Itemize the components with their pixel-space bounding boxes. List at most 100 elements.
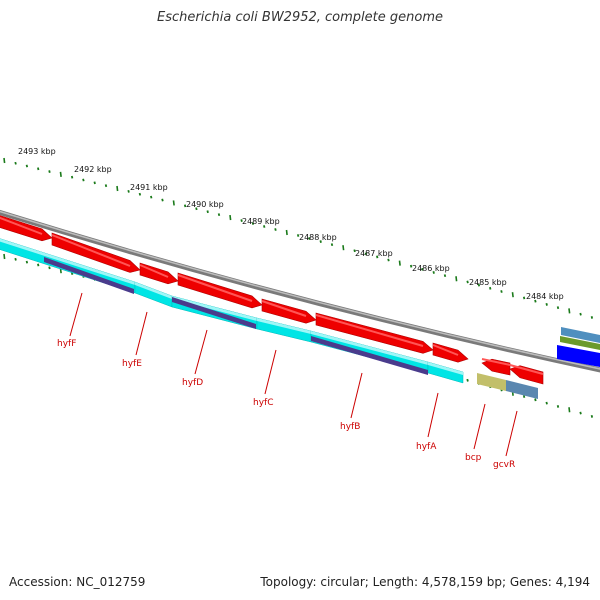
lower-tick — [3, 253, 6, 260]
lower-tick — [556, 405, 560, 408]
gene-label-gcvR: gcvR — [493, 460, 515, 470]
feature-bcp-block — [477, 373, 506, 391]
lower-tick — [534, 398, 537, 402]
cds-track — [0, 215, 544, 385]
feature-purple-bar — [44, 257, 134, 294]
upper-tick — [82, 178, 85, 182]
tick-label-2484: 2484 kbp — [526, 292, 564, 301]
accession-text: Accession: NC_012759 — [9, 575, 146, 589]
gene-label-hyfA: hyfA — [416, 442, 437, 452]
tick-label-2490: 2490 kbp — [186, 200, 224, 209]
upper-tick — [183, 204, 187, 208]
gene-label-hyfD: hyfD — [182, 378, 203, 388]
upper-tick — [150, 195, 153, 199]
lower-tick — [522, 395, 526, 398]
cds-arrow-hyfF-highlight — [51, 234, 131, 267]
upper-tick — [579, 312, 582, 316]
cds-arrow-hyfA-highlight — [432, 344, 459, 356]
lower-tick — [568, 407, 571, 413]
tick-label-2485: 2485 kbp — [469, 278, 507, 287]
upper-tick — [48, 170, 51, 173]
upper-tick — [568, 308, 571, 314]
upper-tick — [217, 213, 221, 217]
upper-tick — [342, 245, 345, 251]
upper-tick — [500, 290, 503, 293]
leader-hyfB — [350, 372, 363, 419]
upper-tick — [466, 280, 469, 284]
tick-label-2492: 2492 kbp — [74, 165, 112, 174]
gene-labels: hyfF hyfE hyfD hyfC hyfB hyfA bcp gcvR — [57, 339, 515, 470]
upper-tick — [172, 200, 175, 206]
gene-label-leaders — [69, 292, 518, 457]
upper-tick — [511, 292, 514, 298]
upper-tick — [387, 258, 390, 262]
upper-tick — [285, 229, 288, 236]
upper-tick — [308, 237, 311, 240]
tick-label-2489: 2489 kbp — [242, 217, 280, 226]
upper-tick — [409, 264, 413, 268]
upper-tick — [59, 171, 62, 177]
upper-tick — [319, 240, 322, 243]
upper-tick — [3, 157, 6, 164]
upper-tick — [104, 184, 108, 188]
cds-arrow-hyfE-highlight — [139, 264, 169, 278]
upper-tick — [37, 167, 40, 171]
upper-tick — [127, 189, 130, 193]
upper-tick — [274, 228, 277, 231]
upper-tick — [455, 276, 458, 282]
cds-arrow-hyfC-highlight — [261, 300, 307, 317]
upper-tick-row — [3, 157, 594, 319]
feature-cyan-highlight — [311, 331, 428, 365]
upper-tick — [161, 198, 164, 202]
gene-label-hyfC: hyfC — [253, 398, 273, 408]
cds-arrow-bcp-highlight — [481, 358, 511, 366]
feature-track — [0, 238, 538, 399]
upper-tick — [432, 271, 435, 274]
genome-stats-text: Topology: circular; Length: 4,578,159 bp… — [260, 575, 590, 589]
feature-purple-bar — [311, 336, 428, 375]
upper-tick — [138, 192, 142, 196]
right-blue-block — [557, 345, 600, 367]
upper-tick — [93, 181, 96, 185]
feature-cyan-highlight — [428, 362, 463, 375]
gene-label-bcp: bcp — [465, 453, 482, 463]
feature-gcvR-block — [506, 380, 538, 399]
cds-arrow-hyfD-highlight — [177, 274, 253, 302]
upper-tick — [70, 175, 74, 179]
tick-label-2486: 2486 kbp — [412, 264, 450, 273]
cds-arrow-gcvR-highlight — [509, 364, 544, 375]
feature-purple-bar — [172, 297, 256, 329]
lower-tick — [14, 257, 17, 261]
genome-backbone — [0, 209, 600, 373]
leader-bcp — [473, 403, 486, 450]
upper-tick — [421, 267, 424, 271]
upper-tick — [263, 225, 266, 228]
feature-cyan-highlight — [0, 238, 135, 285]
lower-tick — [545, 401, 548, 405]
upper-tick — [206, 210, 209, 214]
tick-label-2487: 2487 kbp — [355, 249, 393, 258]
gene-label-hyfF: hyfF — [57, 339, 76, 349]
upper-tick — [376, 255, 379, 259]
upper-tick — [296, 234, 300, 237]
lower-tick — [25, 260, 29, 264]
right-feature-blocks — [557, 327, 600, 367]
upper-tick — [195, 207, 198, 211]
upper-tick — [522, 296, 526, 300]
tick-labels: 2493 kbp 2492 kbp 2491 kbp 2490 kbp 2489… — [18, 147, 564, 301]
tick-label-2493: 2493 kbp — [18, 147, 56, 156]
right-green-block — [560, 336, 600, 350]
map-title: Escherichia coli BW2952, complete genome — [157, 10, 443, 25]
lower-tick — [579, 411, 582, 415]
leader-hyfD — [194, 329, 208, 375]
gene-label-hyfE: hyfE — [122, 359, 142, 369]
upper-tick — [14, 161, 17, 165]
upper-tick — [590, 316, 594, 319]
upper-tick — [489, 286, 492, 290]
tick-label-2491: 2491 kbp — [130, 183, 168, 192]
genome-backbone-highlight — [0, 210, 600, 370]
lower-tick — [37, 263, 40, 267]
right-steel-block — [561, 327, 600, 343]
lower-tick — [48, 266, 51, 270]
